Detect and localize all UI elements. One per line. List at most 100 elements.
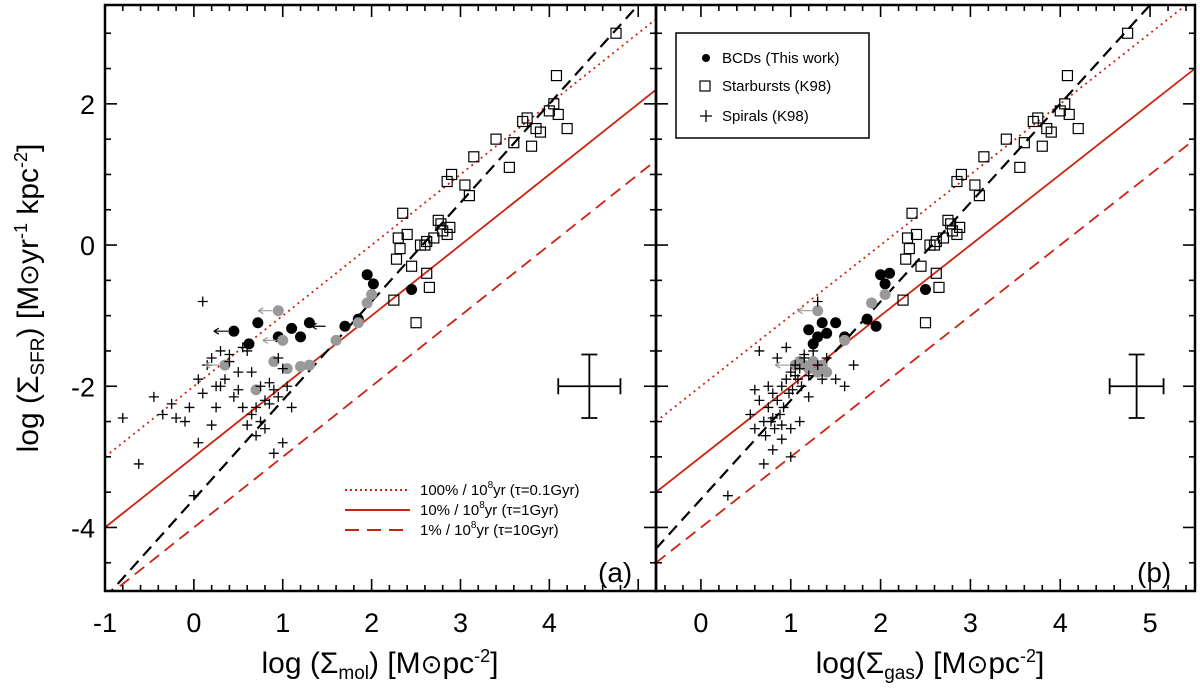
data-point-bcd [839, 334, 851, 346]
data-point-bcd [812, 305, 824, 317]
data-point-starburst [397, 207, 409, 219]
data-point-spiral [233, 367, 244, 378]
data-point-bcd [879, 288, 891, 300]
error-bar [557, 353, 622, 419]
data-point-bcd [803, 324, 815, 336]
data-point-spiral [785, 451, 796, 462]
data-point-spiral [242, 420, 253, 431]
data-point-bcd [870, 320, 882, 332]
data-point-starburst [459, 179, 471, 191]
data-point-spiral [763, 402, 774, 413]
y-tick-label: -2 [71, 372, 95, 402]
x-tick-label: 3 [453, 608, 468, 638]
data-point-starburst [406, 260, 418, 272]
data-point-spiral [781, 374, 792, 385]
data-point-bcd [219, 359, 231, 371]
legend-label-solid: 10% / 108yr (τ=1Gyr) [420, 500, 559, 519]
data-point-spiral [812, 360, 823, 371]
data-point-starburst [924, 239, 936, 251]
data-point-bcd [295, 360, 307, 372]
data-point-bcd [339, 320, 351, 332]
x-tick-label: -1 [93, 608, 117, 638]
data-point-spiral [148, 391, 159, 402]
data-point-spiral [193, 374, 204, 385]
data-point-spiral [206, 420, 217, 431]
data-point-starburst [1045, 126, 1057, 138]
data-point-starburst [903, 242, 915, 255]
panel-b-typical-error [1108, 353, 1165, 419]
data-point-starburst [468, 151, 480, 163]
data-point-starburst [933, 281, 945, 294]
data-point-spiral [781, 342, 792, 353]
data-point-bcd [243, 338, 255, 350]
data-point-bcd [303, 359, 315, 371]
x-tick-label: 3 [963, 608, 978, 638]
panel-a: -1 0 1 2 3 4 100% / 108yr (τ=0.1Gyr) 10% / 10… [93, 3, 658, 684]
data-point-bcd [861, 313, 873, 325]
panel-b-points [722, 27, 1134, 501]
data-point-starburst [937, 232, 950, 244]
panel-a-model-lines [105, 5, 656, 591]
data-point-spiral [215, 345, 226, 356]
data-point-spiral [157, 409, 168, 420]
data-point-spiral [264, 377, 275, 388]
data-point-spiral [179, 416, 190, 427]
data-point-spiral [796, 381, 807, 392]
data-point-spiral [745, 409, 756, 420]
data-point-spiral [237, 342, 248, 353]
data-point-starburst [1122, 27, 1134, 39]
data-point-starburst [930, 235, 942, 248]
data-point-bcd [866, 297, 878, 309]
data-point-starburst [915, 260, 927, 272]
y-tick-label: -4 [71, 513, 95, 543]
upper-limit-arrow [204, 361, 219, 369]
data-point-spiral [197, 296, 208, 307]
model-line-solid [105, 89, 656, 529]
x-tick-label: 2 [873, 608, 888, 638]
legend-label-dotted: 100% / 108yr (τ=0.1Gyr) [420, 480, 579, 499]
data-point-spiral [188, 490, 199, 501]
model-line-dotted [656, 5, 1188, 423]
data-point-spiral [754, 345, 765, 356]
data-point-spiral [803, 370, 814, 381]
data-point-starburst [401, 228, 413, 241]
data-point-bcd [920, 284, 931, 296]
upper-limit-arrow [311, 322, 326, 330]
data-point-spiral [799, 349, 810, 360]
data-point-bcd [406, 284, 418, 296]
data-point-starburst [525, 140, 538, 152]
data-point-starburst [945, 218, 957, 230]
y-tick-labels: 2 0 -2 -4 [71, 90, 95, 544]
data-point-spiral [206, 353, 217, 364]
upper-limit-arrow [213, 327, 228, 335]
legend-marker-spiral [700, 110, 712, 122]
data-point-starburst [503, 161, 515, 173]
x-tick-label: 5 [1143, 608, 1158, 638]
data-point-starburst [390, 253, 403, 265]
data-point-spiral [794, 416, 805, 427]
legend-label-starburst: Starbursts (K98) [722, 78, 831, 95]
data-point-spiral [255, 416, 266, 427]
data-point-spiral [787, 384, 798, 395]
upper-limit-arrow [774, 361, 790, 369]
data-point-spiral [794, 363, 805, 374]
data-point-starburst [445, 168, 458, 181]
x-tick-label: 0 [186, 608, 201, 638]
data-point-starburst [973, 190, 986, 202]
data-point-spiral [817, 374, 828, 385]
data-point-spiral [763, 381, 774, 392]
data-point-spiral [233, 384, 244, 395]
data-point-starburst [1032, 112, 1044, 124]
data-point-spiral [259, 423, 270, 434]
y-axis-label: log (ΣSFR) [M⊙yr-1 kpc-2] [11, 144, 49, 453]
data-point-bcd [875, 269, 887, 281]
panel-a-x-axis-label: log (Σmol) [M⊙pc-2] [261, 646, 498, 684]
data-point-bcd [252, 317, 264, 329]
data-point-bcd [295, 331, 307, 343]
x-tick-label: 4 [542, 608, 557, 638]
data-point-spiral [197, 388, 208, 399]
x-tick-label: 0 [693, 608, 708, 638]
panel-a-x-tick-labels: -1 0 1 2 3 4 [93, 608, 557, 638]
data-point-starburst [955, 168, 968, 181]
data-point-spiral [754, 395, 765, 406]
